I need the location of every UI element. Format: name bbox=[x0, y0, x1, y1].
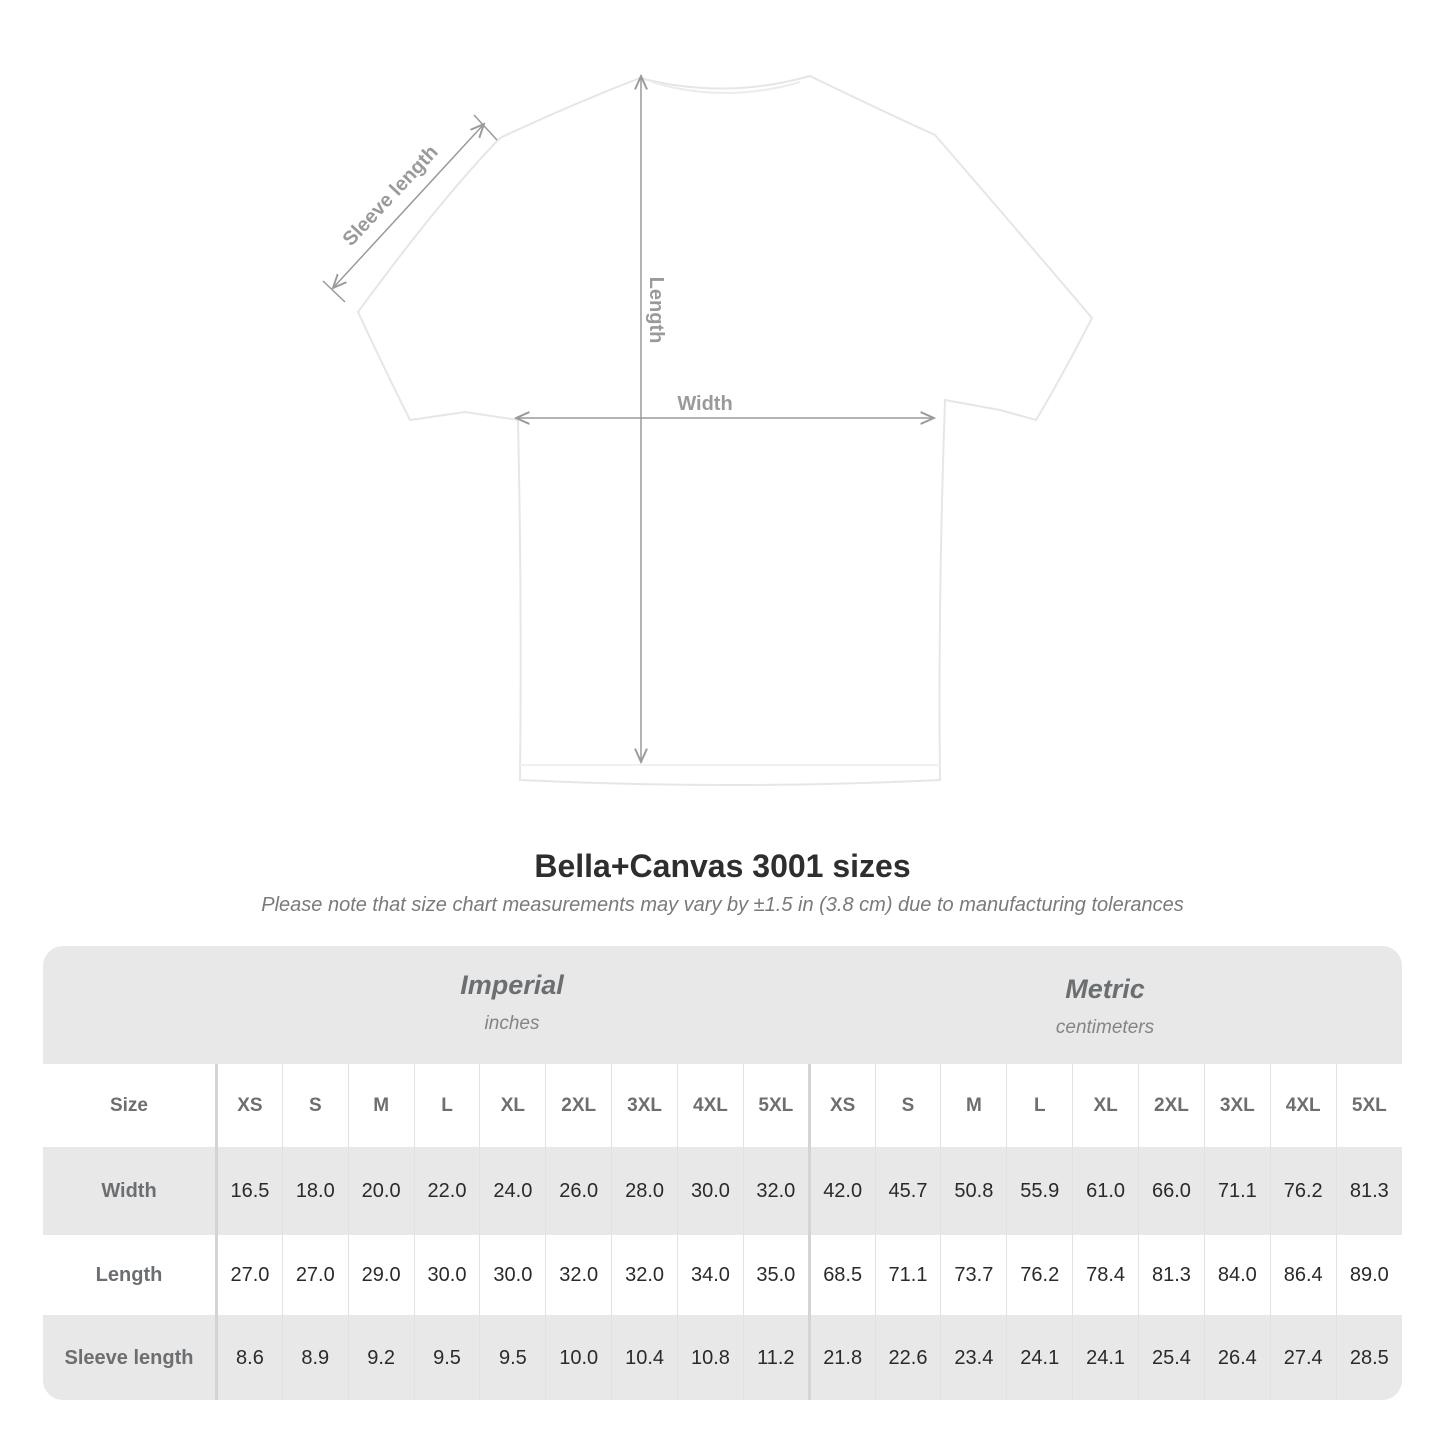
imperial-cell: 10.4 bbox=[611, 1315, 678, 1400]
metric-cell: 27.4 bbox=[1269, 1315, 1337, 1400]
imperial-cell: 8.6 bbox=[216, 1315, 283, 1400]
table-row-sleeve-length: Sleeve length 8.6 8.9 9.2 9.5 9.5 10.0 10.4 10.8… bbox=[43, 1315, 1402, 1400]
imperial-size-l: L bbox=[413, 1064, 480, 1147]
metric-cell: 81.3 bbox=[1138, 1235, 1205, 1315]
metric-size-xs: XS bbox=[807, 1064, 876, 1147]
imperial-size-m: M bbox=[347, 1064, 415, 1147]
metric-size-m: M bbox=[940, 1064, 1007, 1147]
metric-unit: centimeters bbox=[1055, 1017, 1155, 1038]
metric-size-5xl: 5XL bbox=[1335, 1064, 1402, 1147]
metric-cell: 24.1 bbox=[1006, 1315, 1073, 1400]
tolerance-note: Please note that size chart measurements… bbox=[261, 894, 1184, 916]
metric-cell: 25.4 bbox=[1138, 1315, 1205, 1400]
metric-cell: 23.4 bbox=[940, 1315, 1007, 1400]
metric-cell: 21.8 bbox=[807, 1315, 876, 1400]
metric-cell: 76.2 bbox=[1269, 1147, 1337, 1235]
imperial-size-xl: XL bbox=[479, 1064, 546, 1147]
metric-cell: 84.0 bbox=[1203, 1235, 1271, 1315]
imperial-title: Imperial bbox=[460, 970, 564, 1000]
width-label: Width bbox=[677, 393, 732, 415]
imperial-cell: 10.0 bbox=[545, 1315, 612, 1400]
metric-size-l: L bbox=[1006, 1064, 1073, 1147]
metric-header: Metric centimeters bbox=[808, 974, 1402, 1092]
metric-cell: 73.7 bbox=[940, 1235, 1007, 1315]
imperial-cell: 32.0 bbox=[545, 1235, 612, 1315]
metric-cell: 86.4 bbox=[1269, 1235, 1337, 1315]
imperial-size-xs: XS bbox=[216, 1064, 283, 1147]
length-label: Length bbox=[645, 277, 667, 344]
metric-cell: 66.0 bbox=[1138, 1147, 1205, 1235]
imperial-cell: 30.0 bbox=[479, 1235, 546, 1315]
metric-cell: 26.4 bbox=[1203, 1315, 1271, 1400]
metric-cell: 24.1 bbox=[1072, 1315, 1139, 1400]
metric-cell: 50.8 bbox=[940, 1147, 1007, 1235]
tshirt-shape bbox=[356, 74, 1094, 786]
imperial-cell: 27.0 bbox=[281, 1235, 349, 1315]
imperial-cell: 28.0 bbox=[611, 1147, 678, 1235]
imperial-cell: 30.0 bbox=[677, 1147, 744, 1235]
metric-cell: 68.5 bbox=[807, 1235, 876, 1315]
row-label: Width bbox=[43, 1147, 218, 1235]
metric-cell: 22.6 bbox=[874, 1315, 941, 1400]
imperial-cell: 30.0 bbox=[413, 1235, 480, 1315]
size-grid: Size XS S M L XL 2XL 3XL 4XL 5XL XS S M L XL 2XL 3XL 4XL 5… bbox=[43, 1064, 1402, 1400]
row-label: Sleeve length bbox=[43, 1315, 218, 1400]
metric-size-4xl: 4XL bbox=[1269, 1064, 1337, 1147]
imperial-cell: 29.0 bbox=[347, 1235, 415, 1315]
imperial-cell: 9.5 bbox=[479, 1315, 546, 1400]
size-label: Size bbox=[43, 1064, 218, 1147]
imperial-cell: 24.0 bbox=[479, 1147, 546, 1235]
metric-cell: 71.1 bbox=[874, 1235, 941, 1315]
imperial-header: Imperial inches bbox=[216, 970, 808, 1088]
metric-size-2xl: 2XL bbox=[1138, 1064, 1205, 1147]
chart-title: Bella+Canvas 3001 sizes bbox=[534, 848, 911, 884]
imperial-cell: 22.0 bbox=[413, 1147, 480, 1235]
imperial-cell: 16.5 bbox=[216, 1147, 283, 1235]
row-label: Length bbox=[43, 1235, 218, 1315]
table-row-width: Width 16.5 18.0 20.0 22.0 24.0 26.0 28.0 30.0 32.… bbox=[43, 1147, 1402, 1235]
imperial-cell: 34.0 bbox=[677, 1235, 744, 1315]
size-table: Imperial inches Metric centimeters Size X… bbox=[43, 946, 1402, 1400]
metric-cell: 55.9 bbox=[1006, 1147, 1073, 1235]
metric-cell: 42.0 bbox=[807, 1147, 876, 1235]
metric-cell: 76.2 bbox=[1006, 1235, 1073, 1315]
imperial-size-3xl: 3XL bbox=[611, 1064, 678, 1147]
imperial-cell: 11.2 bbox=[742, 1315, 810, 1400]
imperial-cell: 32.0 bbox=[742, 1147, 810, 1235]
imperial-cell: 35.0 bbox=[742, 1235, 810, 1315]
metric-cell: 28.5 bbox=[1335, 1315, 1402, 1400]
imperial-size-5xl: 5XL bbox=[742, 1064, 810, 1147]
metric-size-s: S bbox=[874, 1064, 941, 1147]
imperial-size-4xl: 4XL bbox=[677, 1064, 744, 1147]
sleeve-arrow bbox=[333, 124, 484, 288]
size-header-row: Size XS S M L XL 2XL 3XL 4XL 5XL XS S M L XL 2XL 3XL 4XL 5… bbox=[43, 1064, 1402, 1147]
imperial-size-2xl: 2XL bbox=[545, 1064, 612, 1147]
metric-cell: 61.0 bbox=[1072, 1147, 1139, 1235]
metric-cell: 71.1 bbox=[1203, 1147, 1271, 1235]
imperial-cell: 18.0 bbox=[281, 1147, 349, 1235]
imperial-unit: inches bbox=[484, 1013, 540, 1034]
metric-size-xl: XL bbox=[1072, 1064, 1139, 1147]
imperial-cell: 8.9 bbox=[281, 1315, 349, 1400]
metric-size-3xl: 3XL bbox=[1203, 1064, 1271, 1147]
table-row-length: Length 27.0 27.0 29.0 30.0 30.0 32.0 32.0 34.0 35… bbox=[43, 1235, 1402, 1315]
imperial-cell: 9.2 bbox=[347, 1315, 415, 1400]
imperial-size-s: S bbox=[281, 1064, 349, 1147]
tshirt-diagram: Sleeve length Length Width bbox=[322, 0, 1094, 786]
imperial-cell: 26.0 bbox=[545, 1147, 612, 1235]
metric-title: Metric bbox=[1065, 974, 1145, 1004]
imperial-cell: 9.5 bbox=[413, 1315, 480, 1400]
metric-cell: 89.0 bbox=[1335, 1235, 1402, 1315]
metric-cell: 45.7 bbox=[874, 1147, 941, 1235]
imperial-cell: 10.8 bbox=[677, 1315, 744, 1400]
imperial-cell: 32.0 bbox=[611, 1235, 678, 1315]
imperial-cell: 27.0 bbox=[216, 1235, 283, 1315]
imperial-cell: 20.0 bbox=[347, 1147, 415, 1235]
metric-cell: 78.4 bbox=[1072, 1235, 1139, 1315]
metric-cell: 81.3 bbox=[1335, 1147, 1402, 1235]
